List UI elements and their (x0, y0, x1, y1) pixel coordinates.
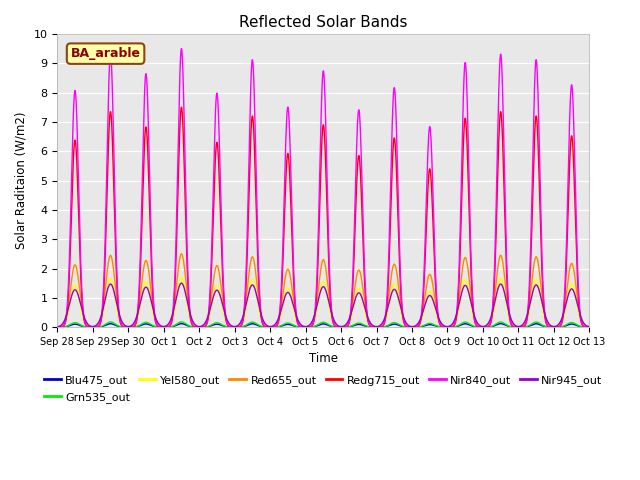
Nir945_out (53, 324, 61, 330)
Nir840_out (53, 324, 61, 330)
X-axis label: Time: Time (309, 352, 338, 365)
Nir945_out (393, 290, 401, 296)
Yel580_out (525, 311, 532, 317)
Grn535_out (393, 320, 401, 326)
Nir840_out (362, 300, 370, 306)
Yel580_out (497, 276, 505, 281)
Yel580_out (540, 311, 547, 316)
Yel580_out (621, 324, 628, 330)
Nir945_out (621, 324, 628, 330)
Blu475_out (621, 324, 628, 330)
Yel580_out (178, 275, 186, 280)
Blu475_out (393, 322, 401, 327)
Red655_out (178, 251, 186, 257)
Yel580_out (53, 324, 61, 330)
Grn535_out (53, 324, 61, 330)
Red655_out (525, 305, 532, 311)
Nir840_out (497, 52, 505, 58)
Redg715_out (53, 324, 61, 330)
Line: Redg715_out: Redg715_out (57, 107, 625, 327)
Grn535_out (171, 322, 179, 328)
Blu475_out (178, 321, 186, 326)
Line: Blu475_out: Blu475_out (57, 324, 625, 327)
Nir945_out (178, 280, 186, 286)
Redg715_out (393, 174, 401, 180)
Red655_out (621, 324, 628, 330)
Redg715_out (497, 109, 505, 115)
Nir840_out (393, 134, 401, 140)
Red655_out (171, 297, 179, 303)
Blu475_out (53, 324, 61, 330)
Line: Nir945_out: Nir945_out (57, 283, 625, 327)
Nir945_out (540, 306, 547, 312)
Yel580_out (393, 287, 401, 293)
Line: Grn535_out: Grn535_out (57, 322, 625, 327)
Nir840_out (525, 294, 532, 300)
Nir945_out (362, 310, 370, 315)
Redg715_out (178, 104, 186, 110)
Nir945_out (525, 306, 532, 312)
Grn535_out (525, 323, 532, 329)
Nir840_out (171, 272, 179, 278)
Yel580_out (362, 314, 370, 320)
Blu475_out (525, 324, 532, 329)
Legend: Blu475_out, Grn535_out, Yel580_out, Red655_out, Redg715_out, Nir840_out, Nir945_: Blu475_out, Grn535_out, Yel580_out, Red6… (40, 371, 607, 407)
Grn535_out (540, 323, 547, 328)
Blu475_out (540, 323, 547, 329)
Grn535_out (621, 324, 628, 330)
Redg715_out (362, 305, 370, 311)
Yel580_out (171, 306, 179, 312)
Nir840_out (540, 291, 547, 297)
Text: BA_arable: BA_arable (70, 47, 141, 60)
Title: Reflected Solar Bands: Reflected Solar Bands (239, 15, 408, 30)
Grn535_out (362, 323, 370, 329)
Nir945_out (171, 301, 179, 307)
Redg715_out (171, 283, 179, 289)
Red655_out (540, 304, 547, 310)
Redg715_out (540, 298, 547, 304)
Blu475_out (171, 323, 179, 329)
Red655_out (497, 252, 505, 258)
Line: Nir840_out: Nir840_out (57, 48, 625, 327)
Red655_out (53, 324, 61, 330)
Grn535_out (497, 319, 505, 325)
Redg715_out (621, 324, 628, 330)
Grn535_out (178, 319, 186, 325)
Red655_out (362, 309, 370, 314)
Nir840_out (621, 324, 628, 330)
Blu475_out (497, 321, 505, 326)
Line: Yel580_out: Yel580_out (57, 277, 625, 327)
Line: Red655_out: Red655_out (57, 254, 625, 327)
Blu475_out (362, 324, 370, 329)
Y-axis label: Solar Raditaion (W/m2): Solar Raditaion (W/m2) (15, 112, 28, 249)
Nir945_out (497, 281, 505, 287)
Nir840_out (178, 46, 186, 51)
Redg715_out (525, 300, 532, 306)
Red655_out (393, 269, 401, 275)
